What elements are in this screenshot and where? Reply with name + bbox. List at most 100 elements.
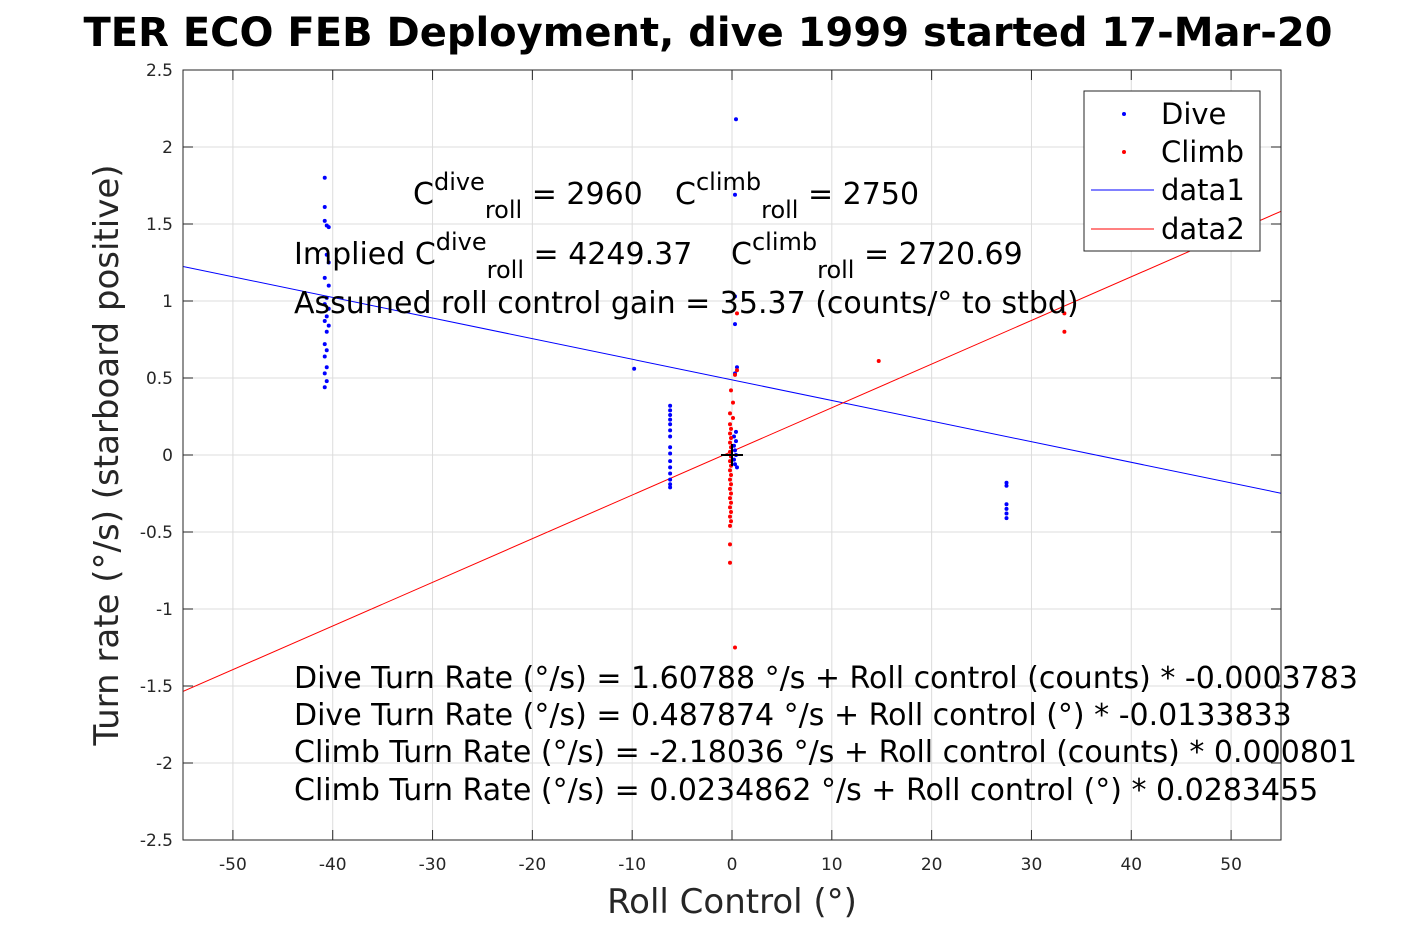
implied-c-roll-dive-label: Implied Cdiveroll = 4249.37 — [294, 228, 692, 284]
y-tick-label: 1 — [162, 292, 173, 312]
climb-point — [728, 514, 733, 519]
climb-point — [732, 645, 737, 650]
dive-point — [732, 192, 737, 197]
dive-point — [322, 302, 327, 307]
chart-title: TER ECO FEB Deployment, dive 1999 starte… — [83, 10, 1332, 56]
legend-climb-label: Climb — [1161, 135, 1244, 169]
legend-data1-label: data1 — [1161, 173, 1245, 207]
c-roll-climb-sup: climb — [696, 168, 761, 196]
climb-point — [729, 436, 734, 441]
dive-point — [322, 319, 327, 324]
dive-point — [324, 252, 329, 257]
axis-ticks: -50 -40 -30 -20 -10 0 10 20 30 40 50-2.5-2-1.5-1-0… — [140, 61, 1281, 875]
climb-point — [729, 519, 734, 524]
c-roll-climb-sub: roll — [761, 196, 798, 224]
c-roll-climb-prefix: C — [675, 177, 696, 212]
dive-point — [668, 485, 673, 490]
implied-climb-sup: climb — [752, 228, 817, 256]
dive-point — [324, 314, 329, 319]
climb-point — [728, 411, 733, 416]
dive-point — [668, 408, 673, 413]
x-tick-label: -50 — [219, 855, 247, 875]
dive-point — [326, 225, 331, 230]
implied-dive-sup: dive — [436, 228, 487, 256]
implied-c-roll-climb-label: Cclimbroll = 2720.69 — [731, 228, 1023, 284]
equation-dive-counts: Dive Turn Rate (°/s) = 1.60788 °/s + Rol… — [294, 661, 1358, 696]
climb-point — [728, 505, 733, 510]
x-tick-label: 30 — [1021, 855, 1043, 875]
x-tick-label: -20 — [518, 855, 546, 875]
implied-climb-prefix: C — [731, 237, 752, 272]
x-axis-label: Roll Control (°) — [607, 882, 857, 922]
dive-point — [1004, 511, 1009, 516]
dive-point — [1004, 516, 1009, 521]
climb-point — [734, 368, 739, 373]
climb-point — [729, 491, 734, 496]
dive-point — [326, 260, 331, 265]
climb-point — [728, 542, 733, 547]
x-tick-label: 0 — [727, 855, 738, 875]
climb-point — [732, 372, 737, 377]
origin-plus-marker — [721, 444, 743, 466]
implied-dive-sub: roll — [487, 256, 524, 284]
c-roll-dive-sup: dive — [434, 168, 485, 196]
legend-dive-marker — [1122, 112, 1126, 116]
y-tick-label: -2.5 — [140, 831, 173, 851]
dive-point — [326, 306, 331, 311]
dive-point — [734, 365, 739, 370]
y-tick-label: 2 — [162, 138, 173, 158]
legend-climb-marker — [1122, 150, 1126, 154]
dive-point — [324, 379, 329, 384]
climb-point — [728, 422, 733, 427]
dive-point — [326, 283, 331, 288]
climb-point — [1062, 311, 1067, 316]
dive-point — [668, 477, 673, 482]
climb-point — [729, 509, 734, 514]
dive-point — [322, 371, 327, 376]
x-tick-label: -40 — [319, 855, 347, 875]
climb-point — [728, 560, 733, 565]
dive-point — [732, 462, 737, 467]
equation-climb-degrees: Climb Turn Rate (°/s) = 0.0234862 °/s + … — [294, 773, 1318, 808]
implied-climb-sub: roll — [817, 256, 854, 284]
roll-gain-label: Assumed roll control gain = 35.37 (count… — [294, 286, 1079, 321]
x-tick-label: -30 — [419, 855, 447, 875]
c-roll-dive-prefix: C — [413, 177, 434, 212]
climb-point — [729, 473, 734, 478]
dive-point — [1004, 506, 1009, 511]
dive-point — [322, 275, 327, 280]
dive-point — [324, 348, 329, 353]
dive-point — [1004, 483, 1009, 488]
c-roll-dive-label: Cdiveroll = 2960 — [413, 168, 643, 224]
dive-point — [731, 434, 736, 439]
dive-point — [668, 422, 673, 427]
dive-point — [668, 465, 673, 470]
dive-point — [668, 434, 673, 439]
dive-point — [1004, 502, 1009, 507]
dive-point — [733, 117, 738, 122]
c-roll-dive-sub: roll — [485, 196, 522, 224]
c-roll-climb-label: Cclimbroll = 2750 — [675, 168, 919, 224]
climb-point — [728, 477, 733, 482]
c-roll-climb-value: = 2750 — [798, 177, 919, 212]
climb-point — [729, 482, 734, 487]
dive-point — [668, 471, 673, 476]
y-tick-label: -2 — [156, 754, 173, 774]
equation-climb-counts: Climb Turn Rate (°/s) = -2.18036 °/s + R… — [294, 735, 1357, 770]
dive-point — [668, 428, 673, 433]
dive-point — [734, 465, 739, 470]
legend-box — [1083, 90, 1261, 252]
climb-point — [728, 440, 733, 445]
c-roll-dive-value: = 2960 — [522, 177, 643, 212]
climb-point — [729, 500, 734, 505]
dive-point — [733, 439, 738, 444]
fit-line-dive — [183, 266, 1281, 494]
climb-point — [876, 359, 881, 364]
dive-point — [324, 295, 329, 300]
legend-dive-label: Dive — [1161, 97, 1226, 131]
dive-point — [324, 329, 329, 334]
x-tick-label: 50 — [1220, 855, 1242, 875]
climb-point — [729, 388, 734, 393]
y-tick-label: 1.5 — [146, 215, 173, 235]
